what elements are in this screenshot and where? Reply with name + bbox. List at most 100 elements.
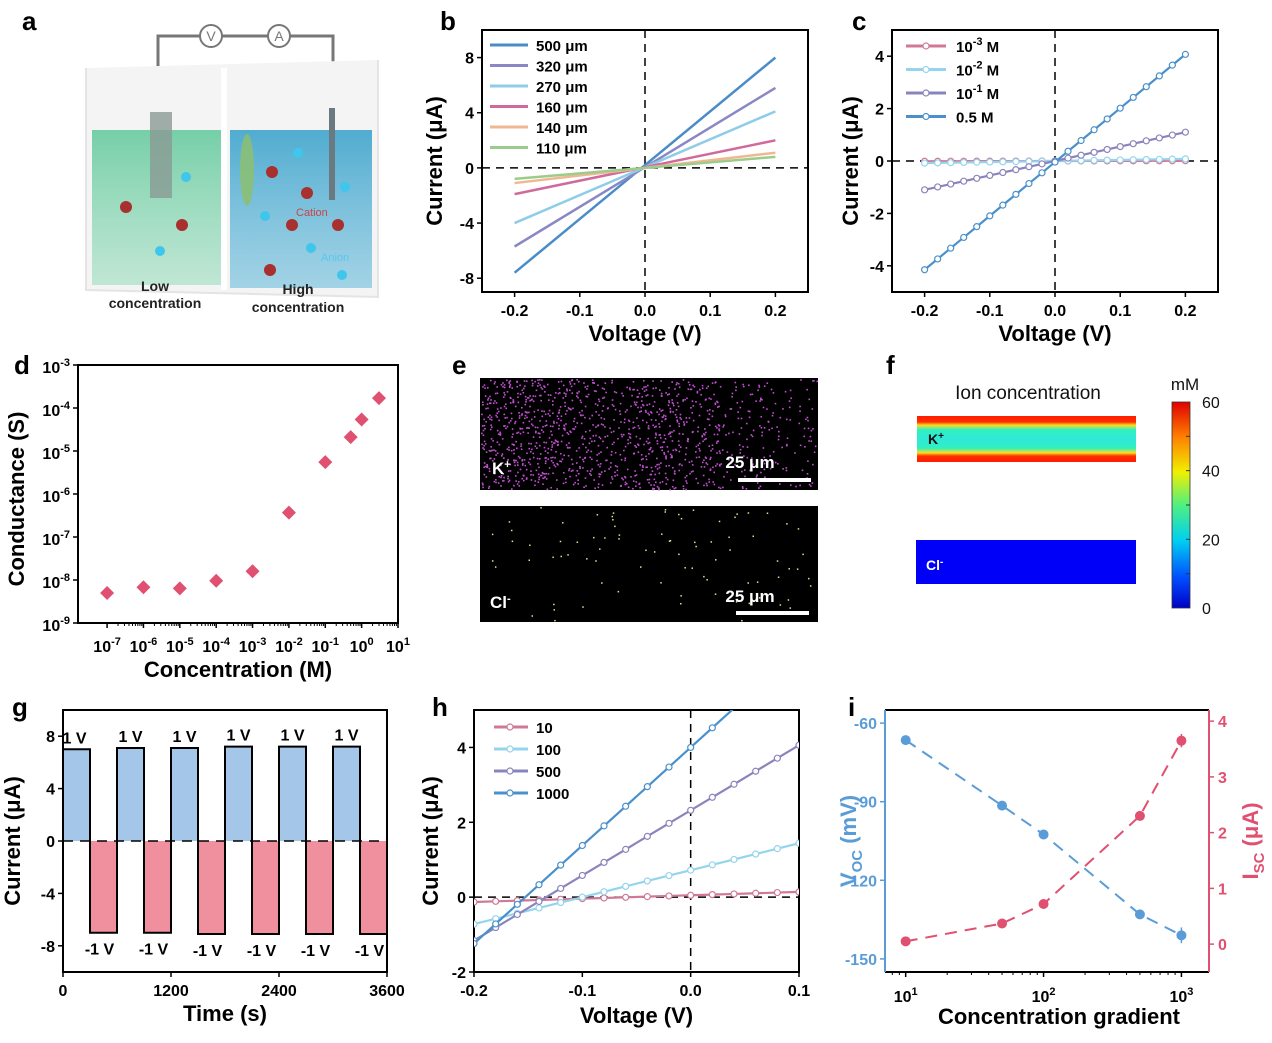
cl-dot [664, 511, 667, 513]
k-dot [589, 472, 591, 475]
k-dot [719, 487, 722, 490]
panel-label-h: h [432, 692, 448, 722]
k-dot [566, 389, 568, 392]
k-dot [609, 427, 611, 430]
k-dot [574, 426, 577, 428]
cl-dot [680, 517, 683, 520]
k-dot [487, 399, 489, 401]
k-dot [598, 414, 600, 416]
k-dot [569, 381, 571, 383]
k-dot [526, 427, 529, 429]
k-dot [648, 481, 650, 484]
cl-dot [561, 522, 564, 524]
k-dot [558, 387, 561, 390]
k-dot [490, 438, 493, 440]
k-dot [611, 476, 613, 478]
x-tick-label: 101 [894, 986, 918, 1006]
cl-dot [661, 533, 663, 535]
data-point [1116, 104, 1124, 112]
data-point [209, 573, 224, 588]
k-dot [593, 479, 595, 481]
k-dot [684, 458, 687, 461]
legend-label: 320 μm [536, 59, 588, 76]
k-dot [616, 474, 619, 476]
k-dot [579, 456, 581, 459]
data-point [600, 858, 608, 867]
k-dot [577, 483, 580, 485]
data-point [934, 183, 942, 191]
k-dot [575, 474, 578, 477]
k-dot [632, 388, 634, 391]
k-dot [624, 411, 627, 413]
y-axis-title: Current (μA) [840, 96, 863, 226]
k-dot [616, 469, 619, 472]
k-dot [525, 477, 528, 479]
k-dot [756, 482, 759, 484]
k-dot [683, 423, 686, 425]
k-dot [633, 388, 635, 391]
k-dot [636, 417, 638, 419]
k-dot [552, 404, 554, 406]
k-dot [597, 444, 600, 447]
k-dot [635, 481, 638, 483]
cl-dot [582, 606, 584, 608]
k-dot [672, 466, 674, 469]
k-dot [770, 388, 773, 391]
k-dot [573, 428, 576, 430]
data-point [600, 888, 608, 896]
k-dot [542, 425, 544, 428]
k-dot [658, 426, 661, 428]
k-dot [560, 440, 563, 443]
k-dot [632, 453, 635, 455]
k-dot [509, 397, 512, 400]
k-dot [508, 385, 511, 388]
y-tick-label: 0 [465, 161, 474, 178]
k-dot [648, 403, 651, 406]
x-tick-label: 0.0 [1044, 303, 1066, 320]
data-point [643, 893, 651, 901]
k-dot [806, 388, 808, 391]
isc-point [997, 918, 1008, 929]
x-tick-label: 0.1 [699, 303, 721, 320]
k-dot [604, 426, 606, 428]
k-dot [740, 464, 743, 467]
data-point [281, 505, 296, 520]
data-point [1090, 126, 1098, 134]
y-tick-label: -2 [452, 965, 466, 982]
k-dot [518, 417, 521, 419]
k-dot [507, 477, 509, 480]
cl-dot [741, 619, 743, 622]
k-dot [633, 401, 636, 403]
k-dot [493, 449, 495, 451]
data-point [752, 850, 760, 858]
y-tick-label: 8 [465, 51, 474, 68]
k-dot [804, 446, 806, 448]
k-dot [732, 431, 734, 434]
k-dot [691, 412, 693, 414]
k-dot [524, 395, 527, 398]
k-dot [782, 468, 784, 470]
k-dot [511, 417, 513, 420]
series-line-110m [514, 155, 776, 181]
k-dot [521, 464, 524, 466]
k-dot [597, 398, 600, 401]
k-dot [571, 399, 574, 402]
chart-d: 10-7 10-6 10-5 10-4 10-3 10-2 10-1 100 10110-910… [4, 357, 410, 682]
k-dot [589, 456, 592, 459]
k-dot [602, 424, 605, 426]
k-dot [530, 442, 532, 445]
k-dot [559, 460, 561, 462]
cl-dot [734, 516, 736, 519]
panel-b: b -0.2 -0.1 0.0 0.1 0.2 -8 -4 0 4 8 500 μm 320 μm 27… [420, 0, 840, 350]
k-dot [507, 475, 509, 478]
k-dot [760, 415, 763, 418]
k-dot [580, 401, 582, 404]
k-dot [635, 474, 638, 476]
k-dot [584, 430, 587, 433]
k-dot [613, 419, 615, 421]
cl-dot [777, 576, 780, 579]
legend-marker [922, 89, 930, 97]
k-dot [718, 405, 720, 408]
k-dot [550, 460, 553, 462]
